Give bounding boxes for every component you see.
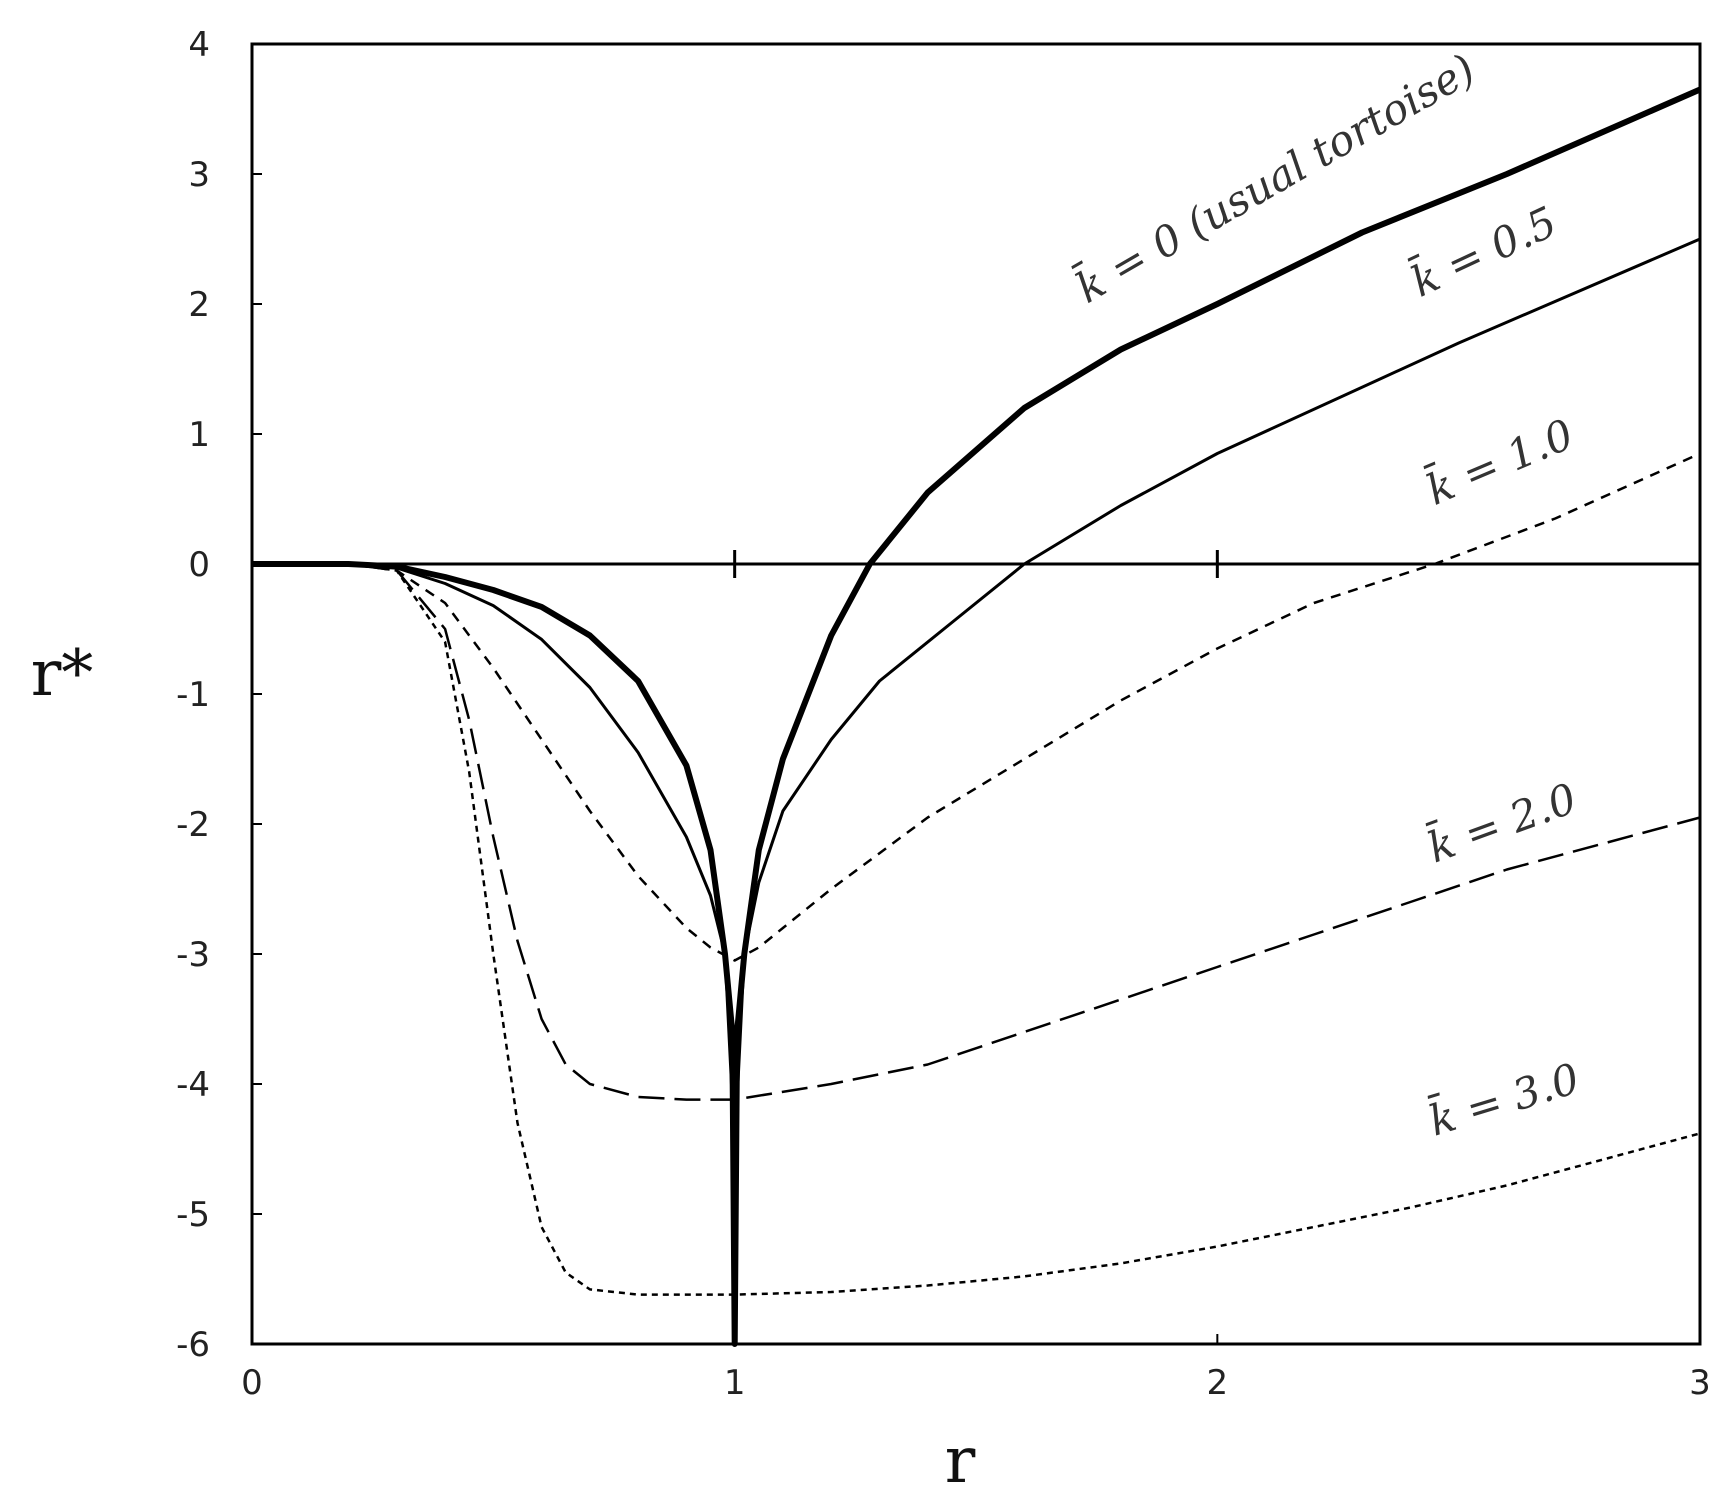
x-axis-title: r — [945, 1424, 976, 1498]
y-tick-label: 4 — [188, 25, 210, 65]
curve-label-2: k̄ = 1.0 — [1418, 407, 1580, 515]
curve-label-3: k̄ = 2.0 — [1420, 771, 1583, 873]
x-tick-label: 0 — [241, 1363, 263, 1403]
x-tick-label: 2 — [1207, 1363, 1229, 1403]
y-tick-label: 2 — [188, 285, 210, 325]
tick-labels: 0 1 2 3 -6 -5 -4 -3 -2 -1 0 1 2 3 4 — [176, 25, 1711, 1403]
y-tick-label: 0 — [188, 545, 210, 585]
series-layer — [252, 86, 1702, 1347]
curve-label-4: k̄ = 3.0 — [1422, 1051, 1585, 1146]
y-tick-label: -6 — [176, 1325, 210, 1365]
annotation-layer: k̄ = 0 (usual tortoise)k̄ = 0.5k̄ = 1.0k… — [1066, 42, 1585, 1146]
x-tick-label: 3 — [1689, 1363, 1711, 1403]
series-line-2 — [252, 452, 1701, 962]
y-tick-label: 1 — [188, 415, 210, 455]
y-tick-label: -5 — [176, 1195, 210, 1235]
y-tick-label: -1 — [176, 675, 210, 715]
y-axis-title: r* — [31, 637, 94, 711]
y-tick-label: -3 — [176, 935, 210, 975]
series-line-1 — [252, 237, 1701, 1151]
series-line-0 — [252, 86, 1702, 1347]
series-line-4 — [252, 562, 1701, 1296]
curve-label-1: k̄ = 0.5 — [1402, 194, 1564, 306]
series-line-3 — [252, 562, 1701, 1101]
y-tick-label: -2 — [176, 805, 210, 845]
x-tick-label: 1 — [724, 1363, 746, 1403]
y-tick-label: -4 — [176, 1065, 210, 1105]
y-tick-label: 3 — [188, 155, 210, 195]
